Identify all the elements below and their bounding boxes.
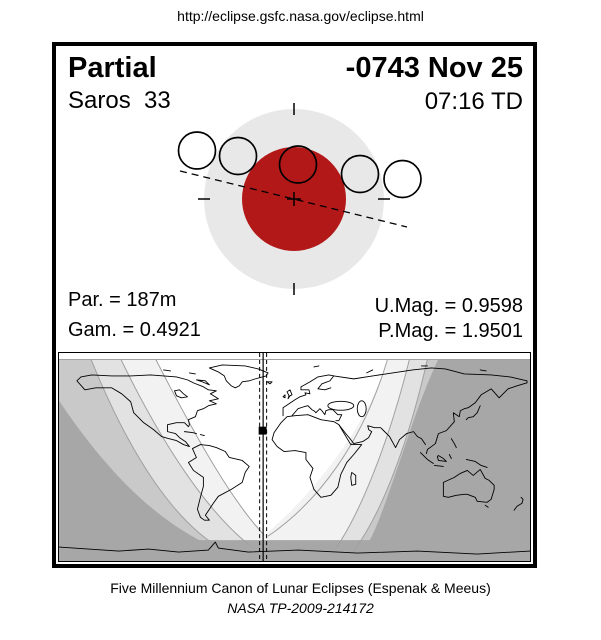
visibility-map-svg: [59, 353, 530, 561]
footer-report-number: NASA TP-2009-214172: [227, 600, 374, 616]
eclipse-card: Partial Saros 33 -0743 Nov 25 07:16 TD P…: [52, 42, 537, 568]
zone-boundary-line: [267, 358, 389, 537]
moon-contact-u1-circle: [218, 136, 258, 176]
zone-arctic-strip: [59, 353, 530, 360]
continents-outline: [59, 364, 530, 555]
visibility-map: [58, 352, 531, 562]
eclipse-date-label: -0743 Nov 25: [345, 52, 523, 84]
zone-boundary-line: [352, 358, 428, 553]
footer-canon-title: Five Millennium Canon of Lunar Eclipses …: [110, 580, 491, 596]
moon-contact-u4-circle: [340, 154, 380, 194]
sublunar-point-dot: [258, 426, 267, 435]
shadow-geometry-diagram: [177, 103, 422, 295]
ecliptic-dashed-line: [179, 170, 408, 228]
moon-contact-p1-circle: [177, 131, 217, 170]
saros-label: Saros 33: [68, 87, 171, 114]
stat-umbral-magnitude: U.Mag. = 0.9598: [374, 295, 523, 317]
moon-contact-p4-circle: [383, 159, 422, 199]
zone-no-eclipse-west: [59, 400, 219, 561]
stat-penumbral-magnitude: P.Mag. = 1.9501: [378, 320, 523, 342]
zone-boundary-line: [155, 358, 265, 536]
source-url-caption: http://eclipse.gsfc.nasa.gov/eclipse.htm…: [177, 8, 424, 24]
zone-no-eclipse-east: [59, 358, 530, 561]
zone-boundary-line: [120, 358, 249, 545]
moon-greatest-eclipse-circle: [278, 145, 318, 184]
stat-gamma: Gam. = 0.4921: [68, 319, 201, 341]
eclipse-time-label: 07:16 TD: [424, 88, 523, 115]
stat-partial-duration: Par. = 187m: [68, 289, 177, 311]
zone-boundary-line: [90, 358, 224, 551]
zone-boundary-line: [335, 358, 410, 549]
eclipse-type-label: Partial: [68, 52, 157, 84]
